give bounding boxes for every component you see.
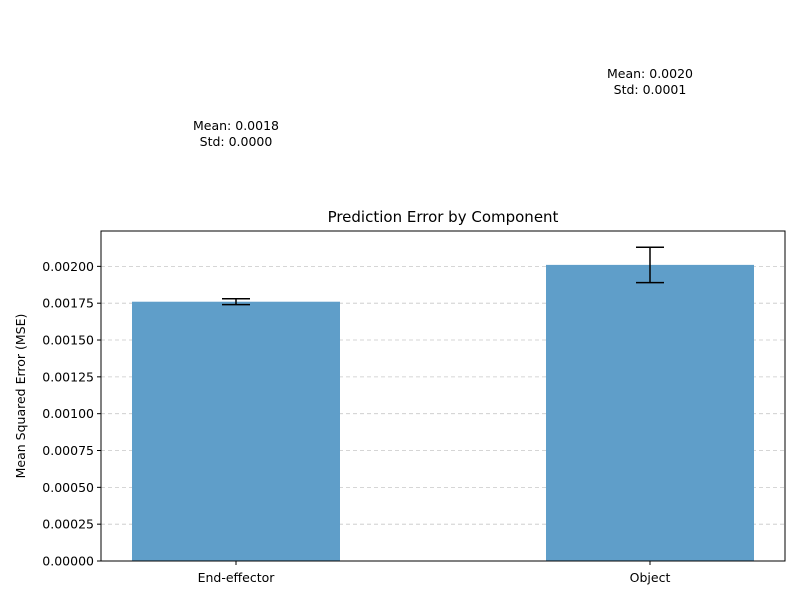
bars: [132, 264, 754, 561]
y-tick-label: 0.00150: [42, 333, 94, 348]
x-tick-label: End-effector: [198, 570, 276, 585]
y-tick-label: 0.00025: [42, 517, 94, 532]
error-bars: [222, 246, 664, 306]
annotation-std: Std: 0.0000: [200, 134, 273, 149]
annotation-mean: Mean: 0.0020: [607, 66, 693, 81]
annotation-mean: Mean: 0.0018: [193, 118, 279, 133]
annotation-std: Std: 0.0001: [614, 82, 687, 97]
y-tick-label: 0.00000: [42, 554, 94, 569]
y-tick-label: 0.00075: [42, 443, 94, 458]
y-tick-label: 0.00125: [42, 369, 94, 384]
y-tick-label: 0.00200: [42, 259, 94, 274]
x-axis-ticks: End-effector Object: [198, 561, 671, 585]
plot-frame: [100, 230, 786, 562]
x-tick-label: Object: [630, 570, 671, 585]
y-tick-label: 0.00050: [42, 480, 94, 495]
y-tick-label: 0.00100: [42, 406, 94, 421]
y-tick-label: 0.00175: [42, 296, 94, 311]
bar-object: [546, 264, 754, 561]
y-axis-label: Mean Squared Error (MSE): [13, 314, 28, 479]
chart-title: Prediction Error by Component: [328, 208, 559, 226]
y-axis-ticks: 0.00000 0.00025 0.00050 0.00075 0.00100 0.001…: [42, 259, 101, 569]
bar-end-effector: [132, 301, 340, 561]
